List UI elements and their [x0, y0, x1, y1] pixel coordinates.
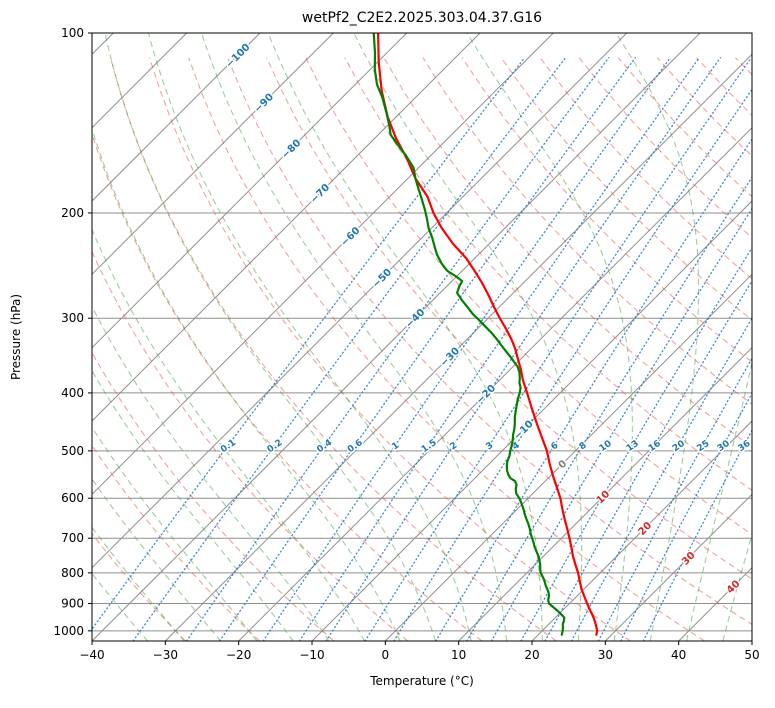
- dry-adiabat-line: [148, 57, 631, 641]
- mixing-ratio-line: [490, 207, 752, 641]
- temperature-curve: [377, 33, 599, 636]
- isotherm-line: [531, 420, 752, 641]
- dry-adiabat-line: [227, 57, 752, 626]
- chart-title: wetPf2_C2E2.2025.303.04.37.G16: [302, 10, 542, 26]
- x-tick-label: 40: [671, 648, 686, 662]
- moist-adiabat-line: [267, 33, 543, 641]
- dry-adiabat-line: [92, 132, 483, 641]
- x-tick-label: 50: [744, 648, 759, 662]
- y-tick-label: 900: [61, 596, 84, 610]
- mixing-ratio-line: [642, 428, 752, 641]
- mixing-ratio-line: [620, 392, 752, 641]
- mixing-ratio-line: [298, 57, 700, 641]
- x-axis-label: Temperature (°C): [369, 674, 474, 688]
- mixing-ratio-line: [132, 57, 567, 641]
- moist-adiabat-line: [466, 33, 633, 641]
- dry-adiabat-line: [92, 250, 409, 641]
- dry-adiabat-line: [266, 57, 752, 580]
- mixing-ratio-line: [393, 88, 752, 641]
- moist-adiabat-line: [200, 33, 508, 641]
- y-tick-label: 700: [61, 531, 84, 545]
- isotherm-line: [458, 346, 752, 641]
- y-tick-label: 500: [61, 444, 84, 458]
- dry-adiabat-line: [109, 57, 557, 641]
- isotherm-line: [92, 33, 554, 496]
- moist-adiabat-line: [92, 369, 294, 641]
- isotherm-line: [92, 33, 701, 641]
- y-tick-label: 400: [61, 386, 84, 400]
- x-tick-label: −10: [299, 648, 324, 662]
- mixing-ratio-line: [520, 246, 752, 641]
- isotherm-line: [92, 33, 334, 276]
- isotherm-line: [92, 33, 481, 422]
- y-tick-label: 1000: [53, 624, 84, 638]
- moist-adiabat-line: [92, 572, 148, 641]
- moist-adiabat-line: [92, 478, 222, 641]
- isotherm-line: [384, 273, 752, 641]
- moist-adiabat-line: [147, 33, 472, 641]
- mixing-ratio-line: [218, 57, 636, 641]
- mixing-ratio-line: [544, 279, 752, 641]
- dry-adiabat-line: [188, 57, 705, 641]
- isotherm-line: [311, 200, 752, 641]
- isotherm-line: [604, 493, 752, 641]
- mixing-ratio-line: [570, 317, 752, 641]
- moist-adiabat-line: [92, 305, 330, 641]
- x-tick-label: −30: [153, 648, 178, 662]
- y-tick-label: 300: [61, 311, 84, 325]
- isotherm-line: [92, 33, 628, 569]
- moist-adiabat-line: [92, 127, 401, 641]
- moist-adiabat-line: [353, 33, 583, 641]
- mixing-ratio-line: [92, 57, 526, 631]
- x-tick-label: 10: [451, 648, 466, 662]
- plot-border: [91, 32, 753, 642]
- x-tick-label: 0: [382, 648, 390, 662]
- moist-adiabat-line: [92, 228, 365, 641]
- y-axis-label: Pressure (hPa): [9, 294, 23, 380]
- mixing-ratio-line: [466, 176, 752, 641]
- x-tick-label: −40: [79, 648, 104, 662]
- moist-adiabat-line: [722, 532, 752, 641]
- isotherm-line: [92, 33, 408, 349]
- mixing-ratio-line: [185, 57, 610, 641]
- mixing-ratio-line: [262, 57, 671, 641]
- x-tick-label: 20: [524, 648, 539, 662]
- x-tick-label: 30: [598, 648, 613, 662]
- y-tick-label: 200: [61, 206, 84, 220]
- isotherm-line: [164, 53, 752, 641]
- isotherm-line: [92, 33, 261, 202]
- moist-adiabat-line: [615, 33, 700, 641]
- isotherm-line: [238, 126, 752, 641]
- mixing-ratio-line: [364, 57, 752, 641]
- y-tick-label: 600: [61, 491, 84, 505]
- moist-adiabat-line: [104, 33, 437, 641]
- x-tick-label: −20: [226, 648, 251, 662]
- y-tick-label: 100: [61, 26, 84, 40]
- y-tick-label: 800: [61, 566, 84, 580]
- dewpoint-curve: [372, 33, 566, 636]
- moist-adiabat-line: [92, 426, 258, 641]
- dry-adiabat-line: [92, 351, 335, 641]
- mixing-ratio-line: [435, 138, 752, 641]
- moist-adiabat-line: [92, 526, 185, 641]
